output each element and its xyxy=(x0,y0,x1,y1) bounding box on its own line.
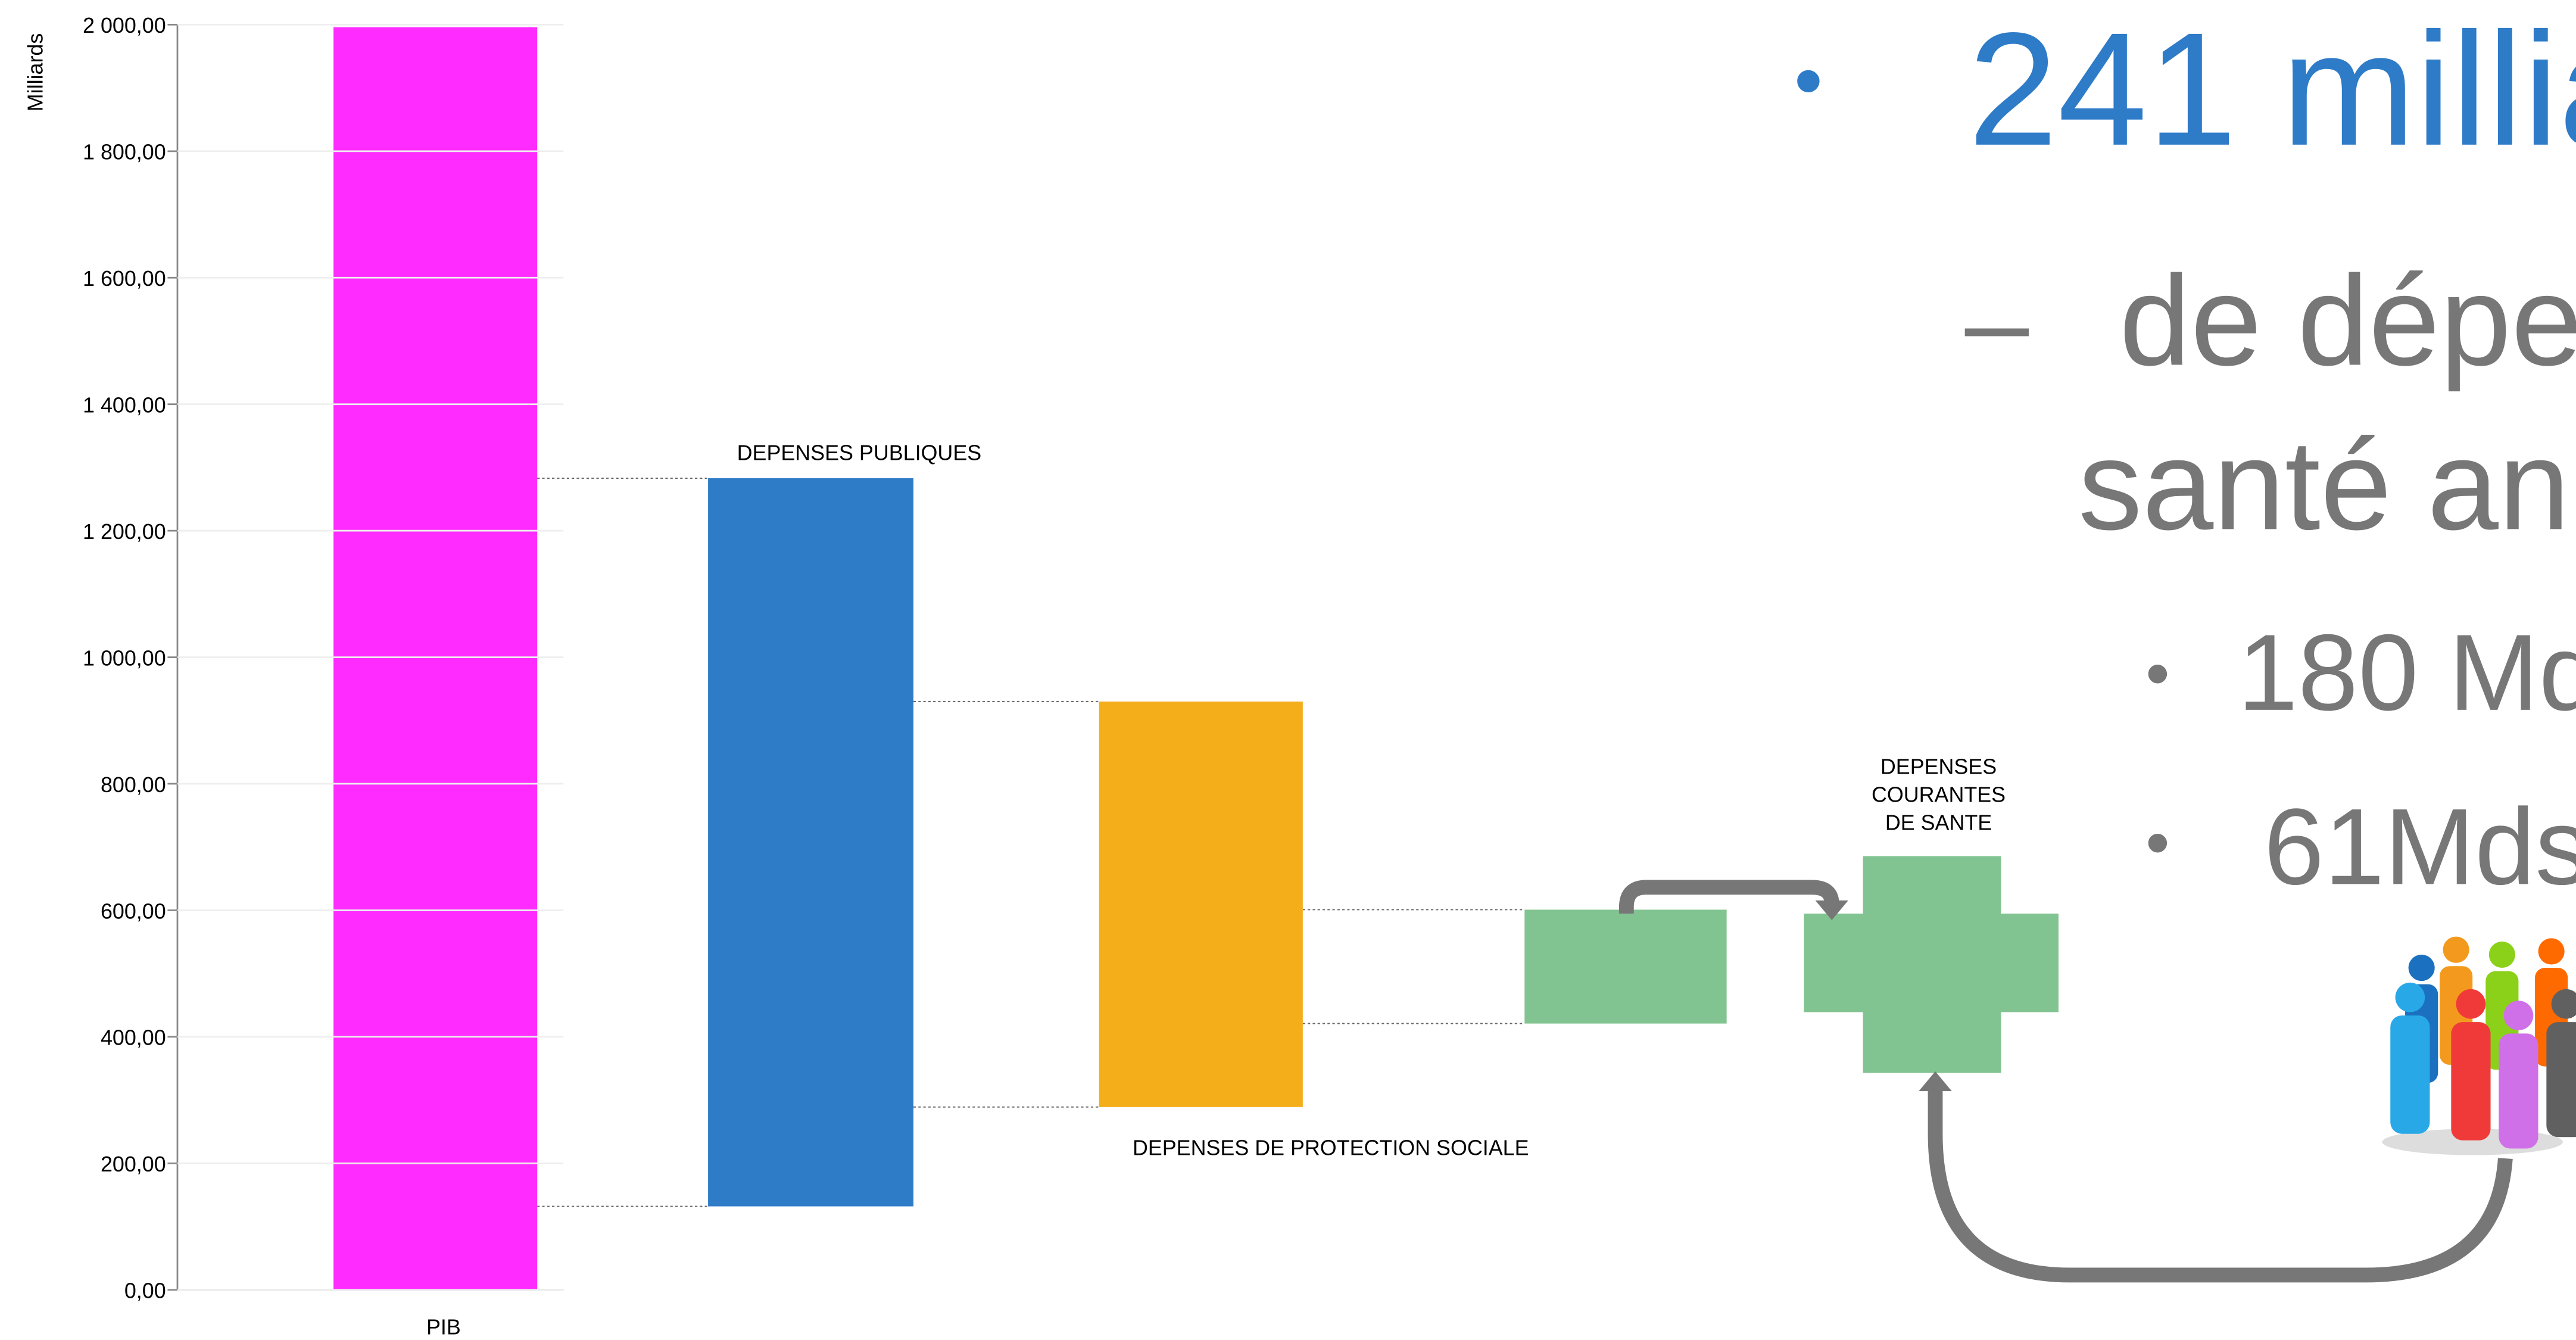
y-axis-title: Milliards xyxy=(24,33,48,112)
y-tick-label: 800,00 xyxy=(101,773,166,797)
dash-text: santé an xyxy=(2078,413,2570,556)
arrow-head xyxy=(1815,900,1848,921)
people-icon xyxy=(2382,936,2576,1155)
arrow-bottom xyxy=(1928,1090,2513,1283)
y-tick-label: 1 200,00 xyxy=(83,520,166,544)
y-tick-label: 1 600,00 xyxy=(83,267,166,291)
arrows xyxy=(1618,880,2513,1283)
bar xyxy=(708,478,913,1207)
y-tick-label: 2 000,00 xyxy=(83,14,166,38)
sub-bullet-mark: • xyxy=(2145,634,2170,712)
y-tick-label: 0,00 xyxy=(124,1279,166,1303)
dash-text: de dépe xyxy=(2119,249,2576,392)
category-label: DEPENSES COURANTES DE SANTE xyxy=(1872,755,2006,835)
sub-bullet-mark: • xyxy=(2145,803,2170,881)
arrow-head xyxy=(1919,1071,1952,1091)
y-tick-label: 400,00 xyxy=(101,1026,166,1050)
bar xyxy=(1524,909,1727,1024)
arrow-top xyxy=(1618,880,1839,914)
sub-bullet-text: 61Mds xyxy=(2264,786,2576,907)
bullet-text: 241 millia xyxy=(1968,0,2576,179)
bar xyxy=(333,27,538,1290)
category-label: DEPENSES DE PROTECTION SOCIALE xyxy=(1133,1136,1529,1160)
y-tick-label: 600,00 xyxy=(101,899,166,923)
bar xyxy=(1099,701,1303,1107)
sub-bullet-text: 180 Md xyxy=(2238,612,2576,733)
y-tick-label: 1 800,00 xyxy=(83,141,166,164)
dash-mark: – xyxy=(1965,257,2029,386)
cross-mark xyxy=(1804,856,2059,1073)
category-label: DEPENSES PUBLIQUES xyxy=(737,441,982,465)
slide-text: • 241 millia – de dépe santé an • 180 Md… xyxy=(1794,0,2576,907)
y-tick-label: 200,00 xyxy=(101,1152,166,1176)
bullet-mark: • xyxy=(1794,35,1823,126)
category-label: PIB xyxy=(426,1315,461,1339)
y-tick-label: 1 000,00 xyxy=(83,646,166,670)
y-tick-label: 1 400,00 xyxy=(83,394,166,417)
